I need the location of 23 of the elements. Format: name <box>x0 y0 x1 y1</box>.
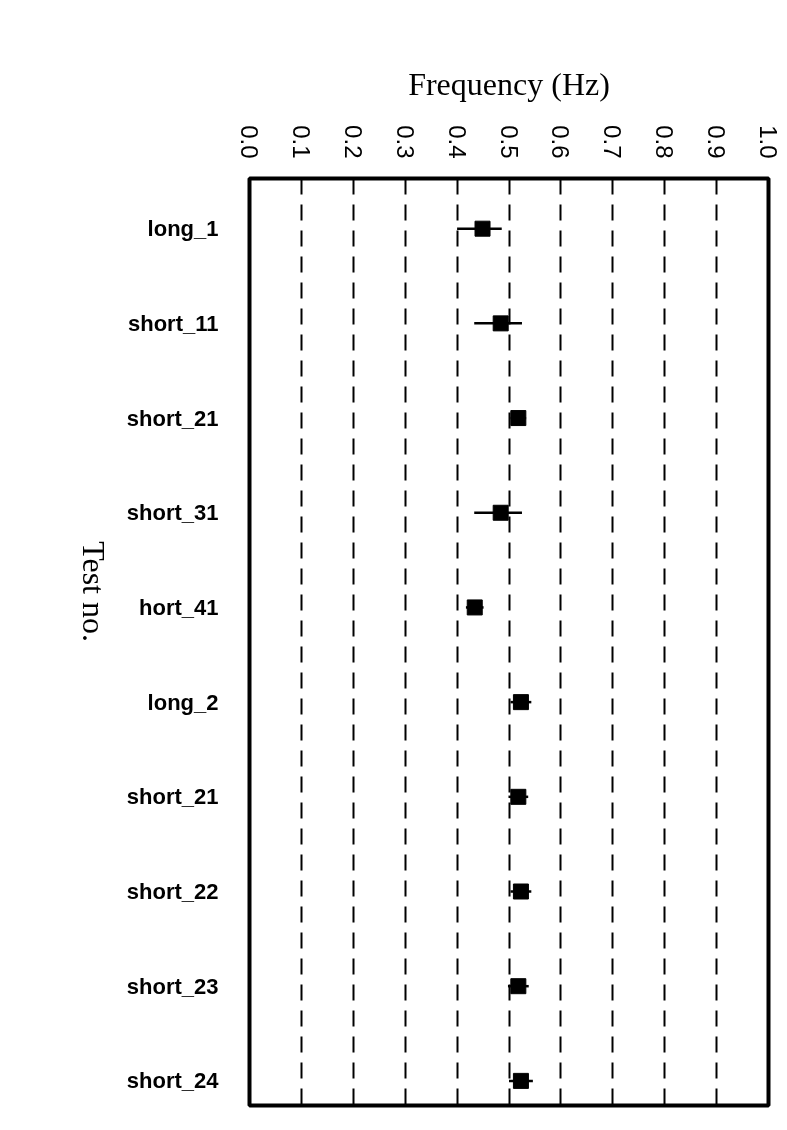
y-axis-title: Test no. <box>75 541 112 642</box>
y-tick-label: short_21 <box>126 405 219 431</box>
y-tick-label: long_1 <box>147 216 219 242</box>
y-tick-label: short_24 <box>126 1068 220 1094</box>
y-tick-label: short_23 <box>126 973 219 999</box>
x-tick-label: 0.0 <box>236 125 263 159</box>
x-tick-label: 0.8 <box>651 125 679 159</box>
x-tick-label: 1.0 <box>755 125 782 159</box>
y-tick-label: short_11 <box>128 310 219 336</box>
x-axis-title: Frequency (Hz) <box>408 66 610 103</box>
x-tick-label: 0.3 <box>391 125 419 159</box>
y-tick-label: short_21 <box>126 784 219 810</box>
y-tick-label: hort_41 <box>139 594 219 620</box>
y-tick-label: long_2 <box>147 689 219 715</box>
x-tick-label: 0.1 <box>287 125 315 159</box>
x-tick-label: 0.4 <box>443 125 471 159</box>
y-tick-label: short_22 <box>126 879 219 904</box>
x-tick-label: 0.5 <box>495 125 523 159</box>
x-tick-label: 0.9 <box>703 125 731 159</box>
y-tick-label: short_31 <box>126 500 219 526</box>
x-tick-label: 0.2 <box>339 125 367 159</box>
x-tick-label: 0.7 <box>599 125 627 159</box>
x-tick-label: 0.6 <box>547 125 575 159</box>
